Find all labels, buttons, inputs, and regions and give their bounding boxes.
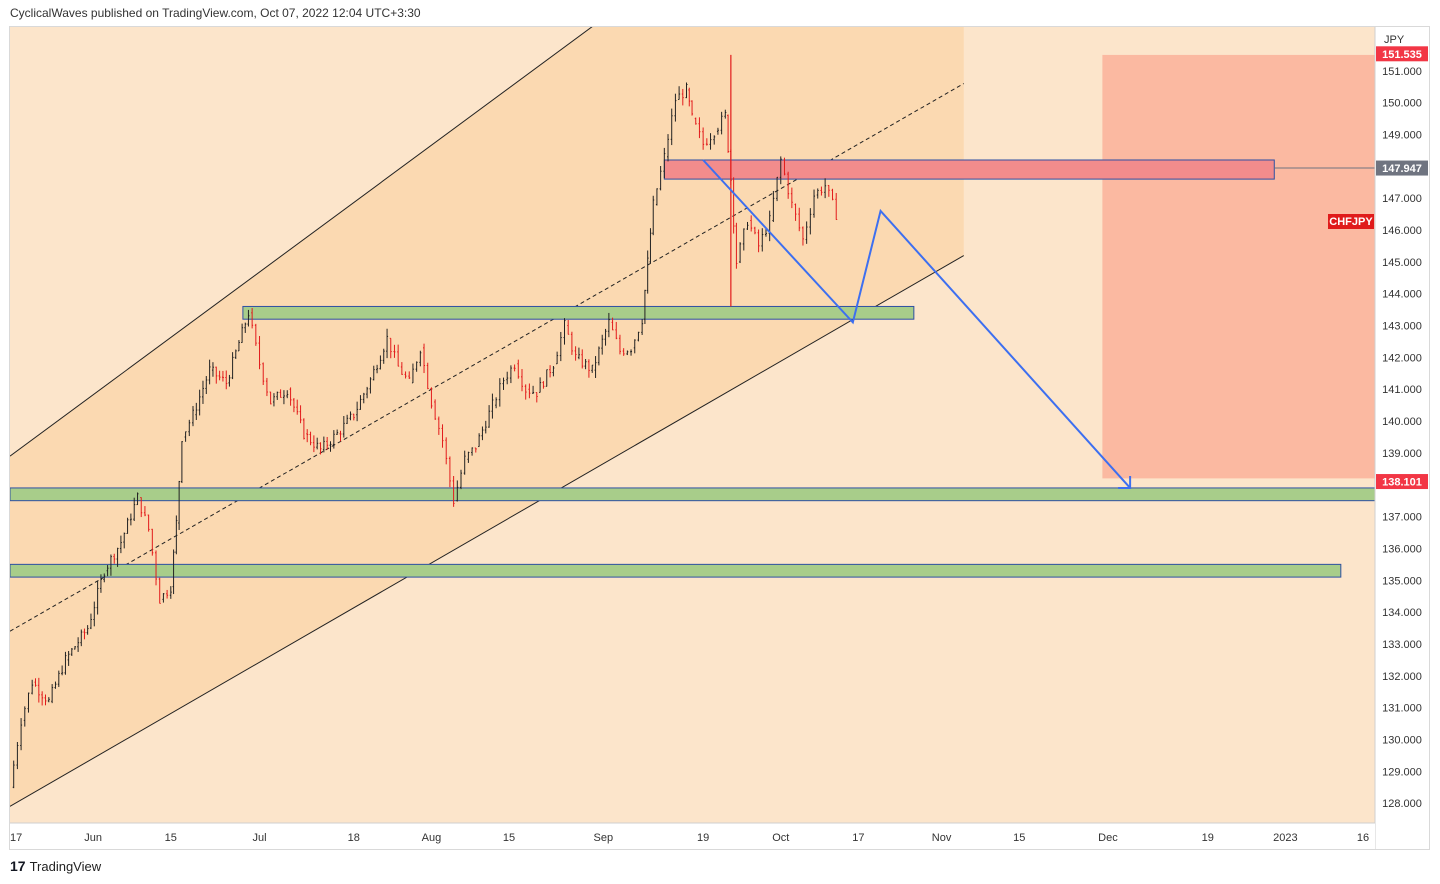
channel-layer <box>10 27 965 807</box>
footer: 17 TradingView <box>10 858 101 874</box>
price-tick-label: 145.000 <box>1382 257 1422 269</box>
time-tick-label: 18 <box>348 832 360 844</box>
time-tick-label: 15 <box>503 832 515 844</box>
support-zone-2 <box>10 487 1376 502</box>
current-price-badge-text: 147.947 <box>1382 163 1422 175</box>
price-tick-label: 151.000 <box>1382 66 1422 78</box>
time-tick-label: Nov <box>932 832 952 844</box>
channel-middle-line <box>10 83 965 632</box>
tradingview-logo-icon[interactable]: 17 <box>10 858 26 874</box>
target-price-badge <box>1376 474 1428 490</box>
time-ticks: 17 Jun 15 Jul 18 Aug 15 Sep 19 Oct 17 Nov 15 Dec 19 202… <box>10 832 1369 844</box>
time-tick-label: Aug <box>422 832 442 844</box>
time-tick-label: 17 <box>852 832 864 844</box>
price-tick-label: 130.000 <box>1382 734 1422 746</box>
channel-upper-line <box>10 27 593 457</box>
channel-fill <box>10 27 964 807</box>
projection-path <box>702 159 1131 489</box>
price-tick-label: 137.000 <box>1382 512 1422 524</box>
symbol-badge[interactable] <box>1328 214 1374 229</box>
price-tick-label: 134.000 <box>1382 607 1422 619</box>
current-price-badge <box>1376 160 1428 176</box>
time-tick-label: Sep <box>594 832 614 844</box>
time-tick-label: 15 <box>165 832 177 844</box>
time-tick-label: 2023 <box>1273 832 1297 844</box>
currency-label: JPY <box>1384 34 1405 46</box>
price-tick-label: 150.000 <box>1382 98 1422 110</box>
support-zone-3 <box>10 563 1342 578</box>
projection-arrowhead <box>1118 475 1132 489</box>
top-price-badge <box>1376 46 1428 62</box>
price-tick-label: 141.000 <box>1382 384 1422 396</box>
top-price-badge-text: 151.535 <box>1382 49 1422 61</box>
symbol-badge-text: CHFJPY <box>1329 216 1373 228</box>
candles-layer <box>12 54 838 789</box>
price-tick-label: 146.000 <box>1382 225 1422 237</box>
price-tick-label: 143.000 <box>1382 321 1422 333</box>
publish-header: CyclicalWaves published on TradingView.c… <box>10 6 421 20</box>
footer-brand[interactable]: TradingView <box>29 858 102 874</box>
time-tick-label: Dec <box>1098 832 1118 844</box>
channel-lower-line <box>10 255 965 807</box>
price-tick-label: 135.000 <box>1382 575 1422 587</box>
time-axis-background[interactable] <box>10 823 1375 850</box>
price-tick-label: 136.000 <box>1382 543 1422 555</box>
time-tick-label: Jul <box>252 832 266 844</box>
price-tick-label: 147.000 <box>1382 193 1422 205</box>
price-tick-label: 149.000 <box>1382 130 1422 142</box>
price-tick-label: 129.000 <box>1382 766 1422 778</box>
price-tick-label: 132.000 <box>1382 671 1422 683</box>
price-badges: 151.535 147.947 138.101 CHFJPY <box>1328 46 1428 490</box>
price-tick-label: 133.000 <box>1382 639 1422 651</box>
price-tick-label: 140.000 <box>1382 416 1422 428</box>
chart-frame[interactable]: JPY 151.000150.000149.000148.000147.0001… <box>9 26 1430 850</box>
time-tick-label: 16 <box>1357 832 1369 844</box>
price-tick-label: 139.000 <box>1382 448 1422 460</box>
target-price-badge-text: 138.101 <box>1382 477 1422 489</box>
projection-layer <box>702 159 1132 489</box>
price-tick-label: 128.000 <box>1382 798 1422 810</box>
support-zone-1 <box>242 305 915 320</box>
target-box <box>1102 54 1375 479</box>
price-axis-background[interactable] <box>1375 27 1430 850</box>
time-tick-label: Jun <box>84 832 102 844</box>
time-tick-label: Oct <box>772 832 789 844</box>
resistance-zone-0 <box>663 159 1275 180</box>
zones-layer <box>10 54 1376 578</box>
price-tick-label: 144.000 <box>1382 289 1422 301</box>
candlestick-chart[interactable]: JPY 151.000150.000149.000148.000147.0001… <box>10 27 1430 850</box>
time-tick-label: 15 <box>1013 832 1025 844</box>
time-tick-label: 19 <box>1202 832 1214 844</box>
price-ticks: 151.000150.000149.000148.000147.000146.0… <box>1382 66 1422 810</box>
price-tick-label: 131.000 <box>1382 703 1422 715</box>
price-tick-label: 142.000 <box>1382 352 1422 364</box>
time-tick-label: 19 <box>697 832 709 844</box>
time-tick-label: 17 <box>10 832 22 844</box>
